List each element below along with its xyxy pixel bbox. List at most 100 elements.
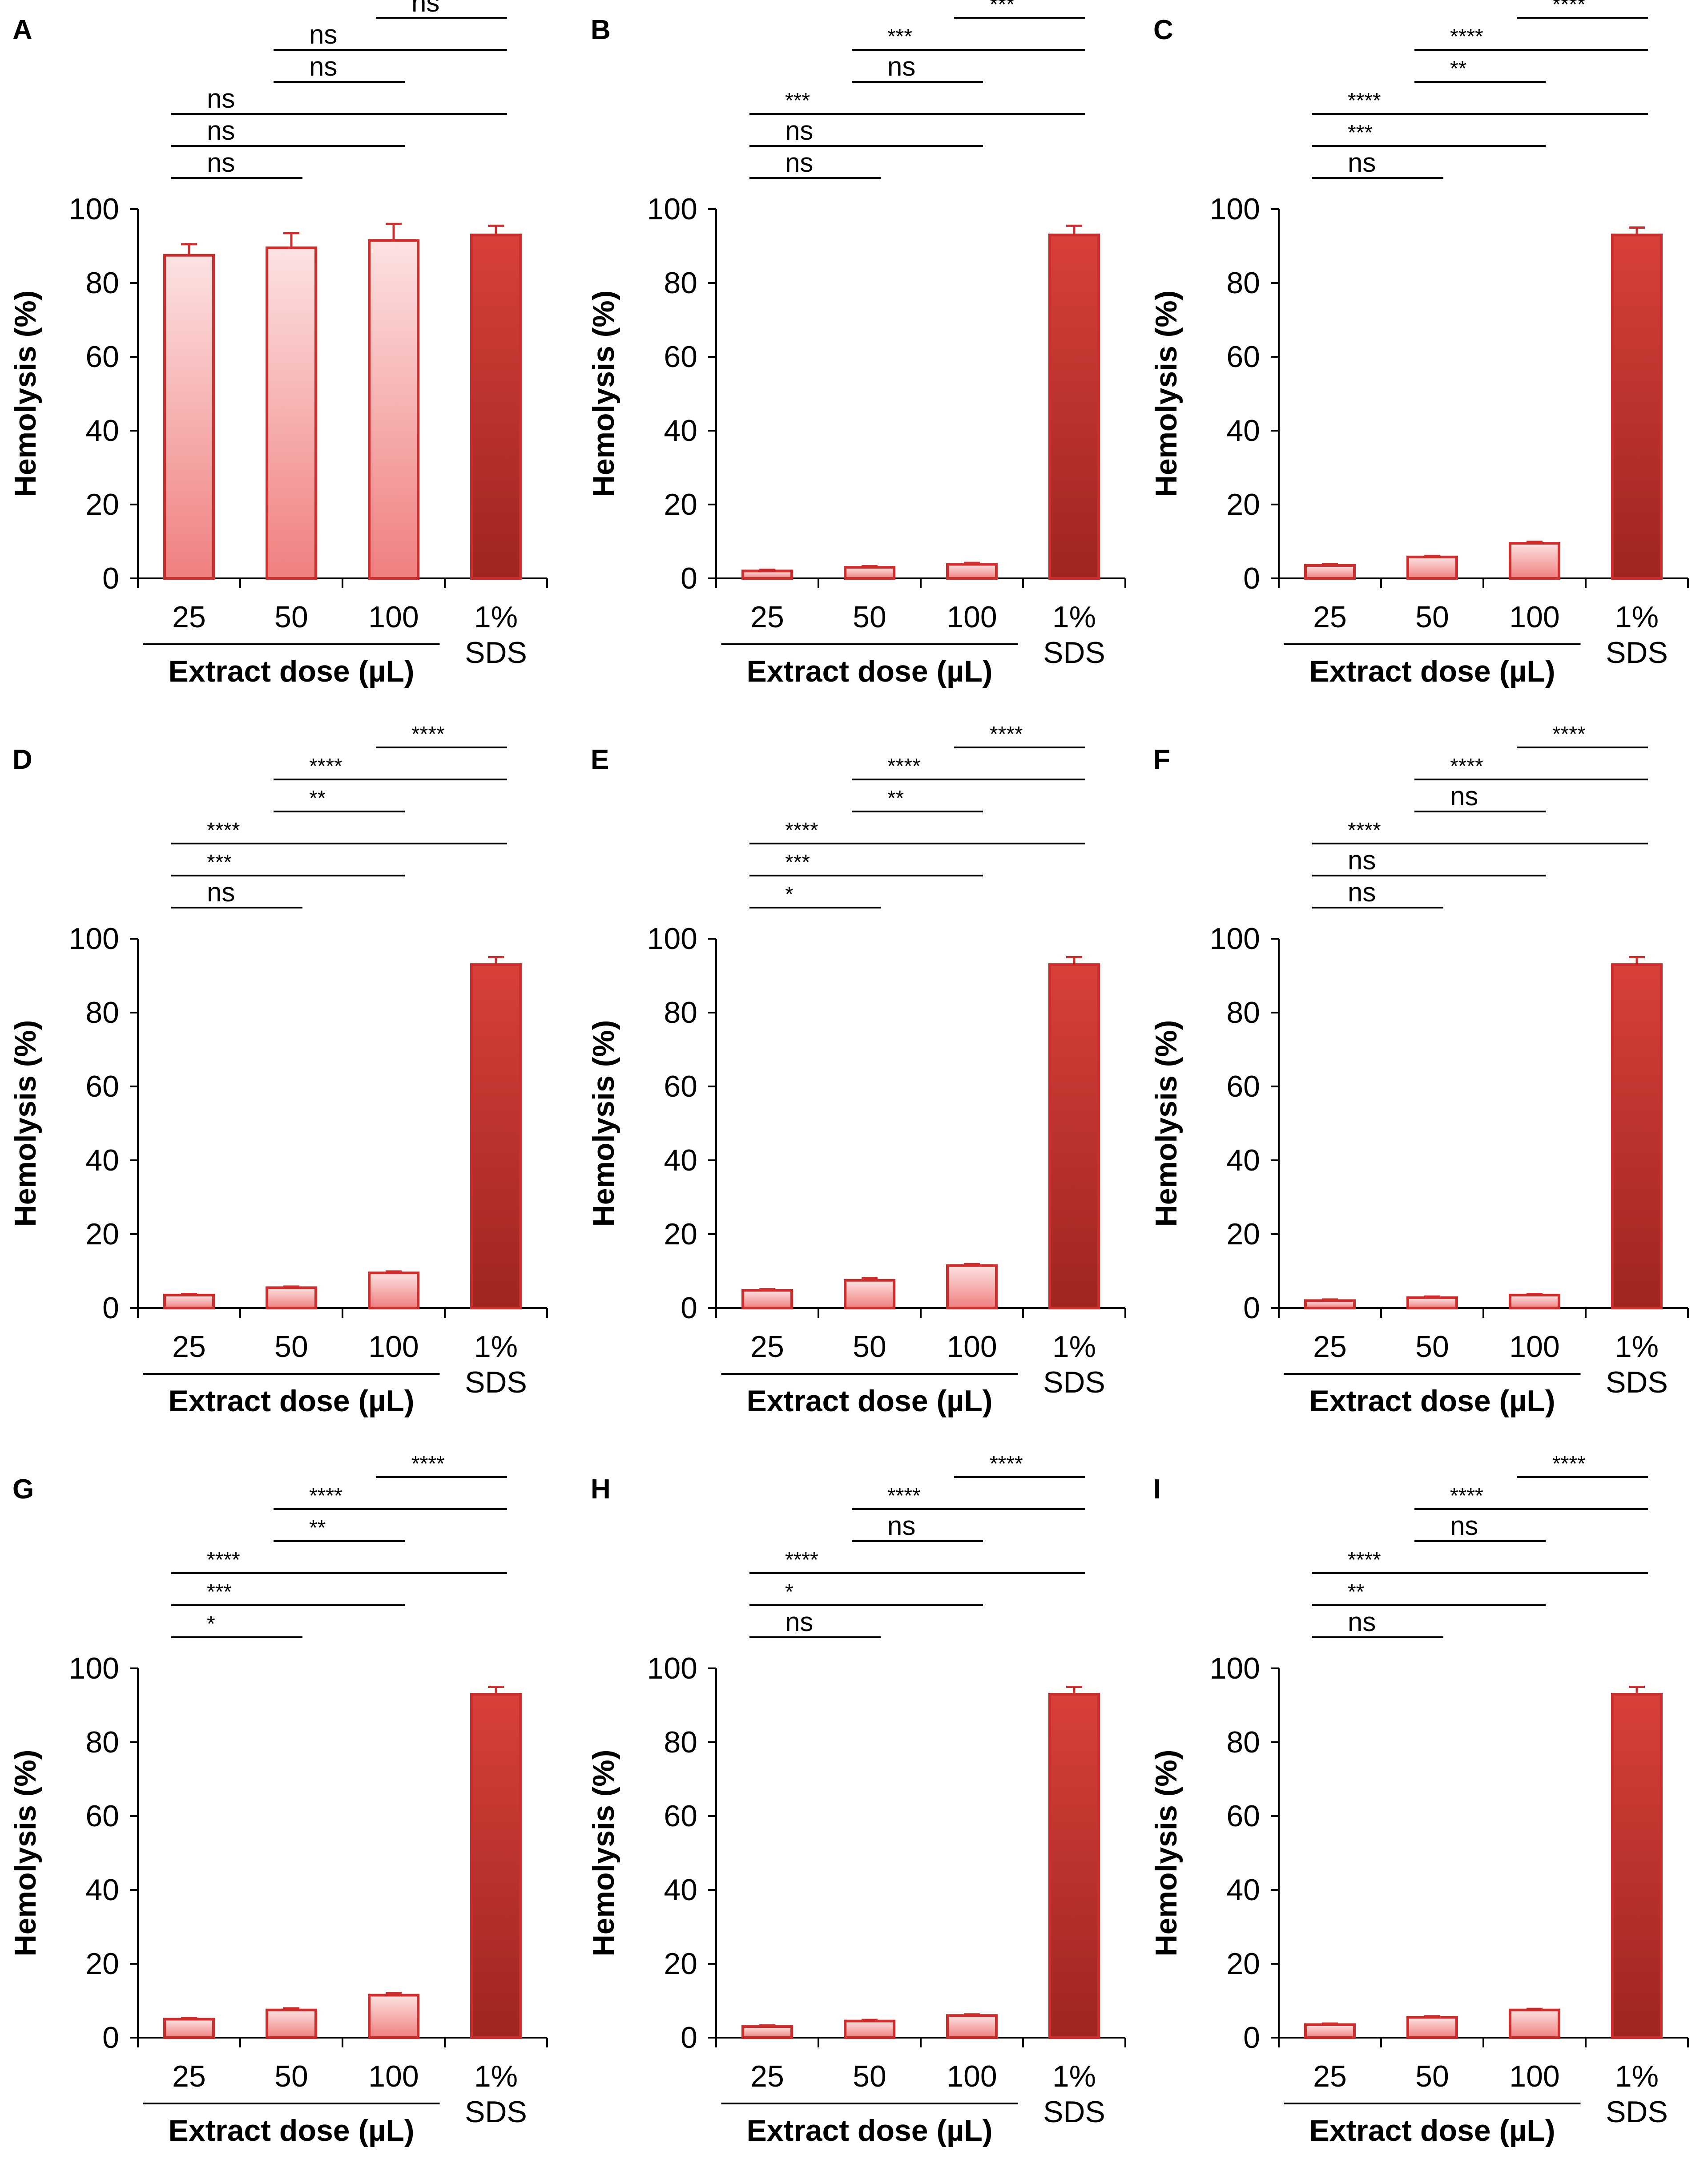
category-sublabel: SDS bbox=[1606, 636, 1668, 670]
bar-extract-50 bbox=[1406, 555, 1458, 580]
x-axis-label: Extract dose (µL) bbox=[746, 2114, 992, 2148]
panel-h: H 0 20 40 60 80 100 Hemolysis (%) 25 50 100 1%SDS Ex… bbox=[587, 1452, 1126, 2148]
category-label: 50 bbox=[1415, 2059, 1449, 2093]
significance-label: * bbox=[785, 1580, 794, 1604]
significance-label: *** bbox=[785, 89, 810, 113]
significance-label: ns bbox=[1348, 148, 1376, 178]
panel-b: B 0 20 40 60 80 100 Hemolysis (%) 25 50 100 1%SDS Ex… bbox=[587, 0, 1126, 688]
bar-sds bbox=[1611, 963, 1663, 1309]
y-tick-label: 80 bbox=[664, 266, 697, 300]
bar-extract-100 bbox=[946, 563, 998, 580]
x-axis-label: Extract dose (µL) bbox=[1309, 1384, 1555, 1418]
category-label: 50 bbox=[853, 600, 886, 634]
significance-label: ns bbox=[309, 52, 337, 81]
y-tick-label: 40 bbox=[664, 414, 697, 448]
y-tick-label: 20 bbox=[1226, 1217, 1260, 1251]
category-sublabel: SDS bbox=[1043, 636, 1105, 670]
significance-label: **** bbox=[887, 755, 921, 778]
panel-letter: F bbox=[1153, 744, 1170, 775]
y-tick-label: 80 bbox=[1226, 996, 1260, 1029]
significance-label: * bbox=[207, 1612, 215, 1636]
significance-label: **** bbox=[309, 1484, 342, 1508]
significance-label: ns bbox=[1348, 1607, 1376, 1637]
category-label: 25 bbox=[1313, 1330, 1347, 1364]
significance-label: ** bbox=[1450, 57, 1466, 81]
y-tick-label: 40 bbox=[664, 1143, 697, 1177]
significance-label: **** bbox=[990, 723, 1023, 746]
category-label: 1% bbox=[474, 1330, 518, 1364]
significance-label: * bbox=[785, 883, 794, 906]
y-tick-label: 20 bbox=[85, 1217, 119, 1251]
y-tick-label: 80 bbox=[1226, 266, 1260, 300]
y-tick-label: 40 bbox=[1226, 414, 1260, 448]
significance-label: ns bbox=[887, 1511, 915, 1541]
bar-extract-100 bbox=[368, 239, 419, 580]
y-tick-label: 0 bbox=[1243, 2021, 1260, 2055]
significance-label: **** bbox=[411, 723, 445, 746]
y-tick-label: 40 bbox=[85, 1873, 119, 1907]
significance-label: *** bbox=[990, 0, 1015, 16]
y-tick-label: 80 bbox=[85, 1725, 119, 1759]
category-label: 100 bbox=[1509, 1330, 1559, 1364]
y-axis-label: Hemolysis (%) bbox=[587, 1020, 620, 1227]
x-axis-label: Extract dose (µL) bbox=[746, 654, 992, 688]
category-label: 100 bbox=[368, 600, 419, 634]
y-tick-label: 0 bbox=[1243, 1291, 1260, 1325]
panel-c: C 0 20 40 60 80 100 Hemolysis (%) 25 50 100 1%SDS Ex… bbox=[1149, 0, 1689, 688]
category-label: 100 bbox=[368, 1330, 419, 1364]
category-label: 25 bbox=[172, 1330, 206, 1364]
y-tick-label: 20 bbox=[664, 488, 697, 521]
category-sublabel: SDS bbox=[1606, 1365, 1668, 1399]
significance-label: **** bbox=[1450, 25, 1483, 48]
y-tick-label: 0 bbox=[102, 1291, 119, 1325]
significance-label: *** bbox=[207, 1580, 232, 1604]
significance-label: ** bbox=[887, 787, 904, 810]
y-tick-label: 0 bbox=[681, 2021, 697, 2055]
category-sublabel: SDS bbox=[465, 1365, 527, 1399]
category-label: 25 bbox=[1313, 600, 1347, 634]
y-tick-label: 40 bbox=[1226, 1143, 1260, 1177]
y-tick-label: 20 bbox=[85, 488, 119, 521]
category-label: 100 bbox=[947, 600, 997, 634]
bar-extract-25 bbox=[741, 569, 793, 580]
significance-label: **** bbox=[309, 755, 342, 778]
significance-label: ns bbox=[207, 877, 235, 907]
category-label: 25 bbox=[172, 600, 206, 634]
category-sublabel: SDS bbox=[465, 2095, 527, 2129]
y-tick-label: 100 bbox=[647, 192, 697, 226]
bar-extract-25 bbox=[163, 1293, 215, 1309]
category-sublabel: SDS bbox=[1606, 2095, 1668, 2129]
panel-letter: E bbox=[591, 744, 609, 775]
y-tick-label: 20 bbox=[664, 1217, 697, 1251]
category-label: 25 bbox=[750, 1330, 784, 1364]
significance-label: *** bbox=[887, 25, 912, 48]
significance-label: **** bbox=[785, 1548, 818, 1572]
panel-e: E 0 20 40 60 80 100 Hemolysis (%) 25 50 100 1%SDS Ex… bbox=[587, 723, 1126, 1418]
significance-label: ns bbox=[785, 148, 813, 178]
y-tick-label: 100 bbox=[69, 192, 119, 226]
y-tick-label: 40 bbox=[85, 1143, 119, 1177]
significance-label: ns bbox=[1348, 877, 1376, 907]
y-tick-label: 0 bbox=[102, 2021, 119, 2055]
bar-extract-25 bbox=[163, 254, 215, 580]
y-tick-label: 0 bbox=[681, 561, 697, 595]
significance-label: **** bbox=[1348, 819, 1381, 842]
bar-sds bbox=[1048, 1693, 1100, 2039]
y-axis-label: Hemolysis (%) bbox=[587, 1750, 620, 1957]
panel-d: D 0 20 40 60 80 100 Hemolysis (%) 25 50 100 1%SDS Ex… bbox=[8, 723, 548, 1418]
significance-label: **** bbox=[990, 1452, 1023, 1476]
category-label: 50 bbox=[853, 1330, 886, 1364]
significance-label: ns bbox=[785, 1607, 813, 1637]
bar-extract-50 bbox=[844, 566, 895, 580]
category-label: 100 bbox=[368, 2059, 419, 2093]
significance-label: **** bbox=[785, 819, 818, 842]
category-label: 50 bbox=[1415, 600, 1449, 634]
bar-extract-50 bbox=[266, 1286, 317, 1309]
y-tick-label: 80 bbox=[664, 996, 697, 1029]
y-tick-label: 100 bbox=[69, 1651, 119, 1685]
panel-i: I 0 20 40 60 80 100 Hemolysis (%) 25 50 100 1%SDS Ex… bbox=[1149, 1452, 1689, 2148]
y-tick-label: 100 bbox=[647, 1651, 697, 1685]
category-label: 100 bbox=[1509, 2059, 1559, 2093]
category-sublabel: SDS bbox=[1043, 1365, 1105, 1399]
y-tick-label: 0 bbox=[681, 1291, 697, 1325]
